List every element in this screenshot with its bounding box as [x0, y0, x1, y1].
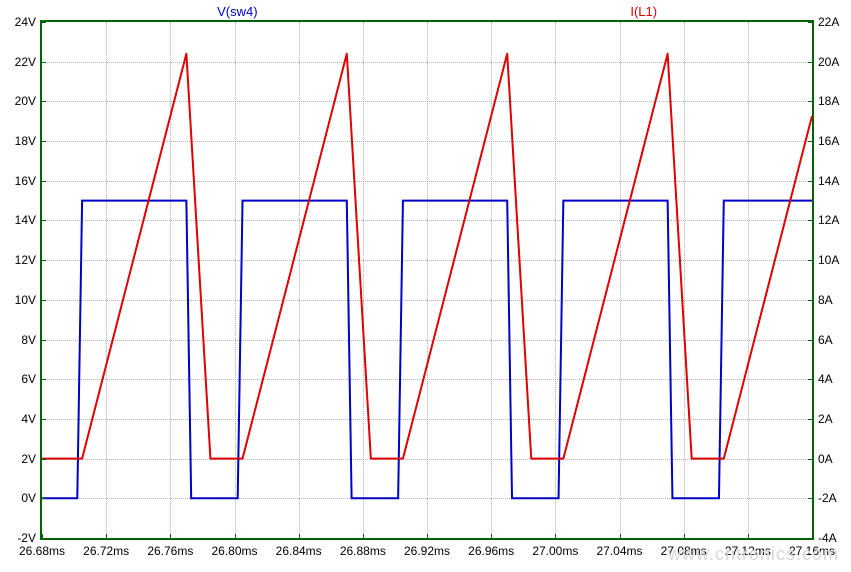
y-right-tick-label: 4A	[818, 372, 833, 386]
legend: V(sw4) I(L1)	[8, 4, 843, 20]
x-tick-label: 27.04ms	[596, 544, 642, 558]
y-right-tick-label: -2A	[818, 491, 837, 505]
y-right-tick-label: 8A	[818, 293, 833, 307]
y-left-tick-label: 16V	[15, 174, 36, 188]
legend-item-il1: I(L1)	[630, 4, 657, 19]
x-tick-label: 26.92ms	[404, 544, 450, 558]
y-left-tick-label: 2V	[21, 452, 36, 466]
x-tick-label: 27.08ms	[661, 544, 707, 558]
y-right-tick-label: 20A	[818, 55, 839, 69]
y-left-tick-label: 18V	[15, 134, 36, 148]
trace-vsw4	[42, 201, 812, 499]
x-tick-label: 26.84ms	[276, 544, 322, 558]
y-left-tick-label: 10V	[15, 293, 36, 307]
x-tick-label: 26.76ms	[147, 544, 193, 558]
y-right-tick-label: 14A	[818, 174, 839, 188]
x-tick-label: 26.80ms	[211, 544, 257, 558]
y-right-tick-label: 6A	[818, 333, 833, 347]
y-left-tick-label: -2V	[17, 531, 36, 545]
y-left-tick-label: 6V	[21, 372, 36, 386]
y-right-tick-label: 0A	[818, 452, 833, 466]
y-right-tick-label: 16A	[818, 134, 839, 148]
plot-area: -2V0V2V4V6V8V10V12V14V16V18V20V22V24V -4…	[40, 20, 814, 540]
y-left-tick-label: 14V	[15, 213, 36, 227]
y-right-tick-label: 10A	[818, 253, 839, 267]
x-tick-label: 27.16ms	[789, 544, 835, 558]
y-right-tick-label: 2A	[818, 412, 833, 426]
y-left-tick-label: 8V	[21, 333, 36, 347]
y-left-tick-label: 20V	[15, 94, 36, 108]
x-tick-label: 26.96ms	[468, 544, 514, 558]
y-right-tick-label: 12A	[818, 213, 839, 227]
legend-item-vsw4: V(sw4)	[217, 4, 257, 19]
watermark: www.cntronics.com	[668, 544, 839, 565]
trace-il1	[42, 54, 812, 459]
x-tick-label: 27.12ms	[725, 544, 771, 558]
x-tick-label: 27.00ms	[532, 544, 578, 558]
y-left-tick-label: 12V	[15, 253, 36, 267]
traces	[42, 22, 812, 538]
y-left-tick-label: 0V	[21, 491, 36, 505]
y-left-tick-label: 22V	[15, 55, 36, 69]
x-tick-label: 26.68ms	[19, 544, 65, 558]
y-right-tick-label: -4A	[818, 531, 837, 545]
oscilloscope-chart: V(sw4) I(L1) -2V0V2V4V6V8V10V12V14V16V18…	[8, 4, 843, 564]
x-tick-label: 26.88ms	[340, 544, 386, 558]
y-right-tick-label: 18A	[818, 94, 839, 108]
x-tick-label: 26.72ms	[83, 544, 129, 558]
y-left-tick-label: 4V	[21, 412, 36, 426]
